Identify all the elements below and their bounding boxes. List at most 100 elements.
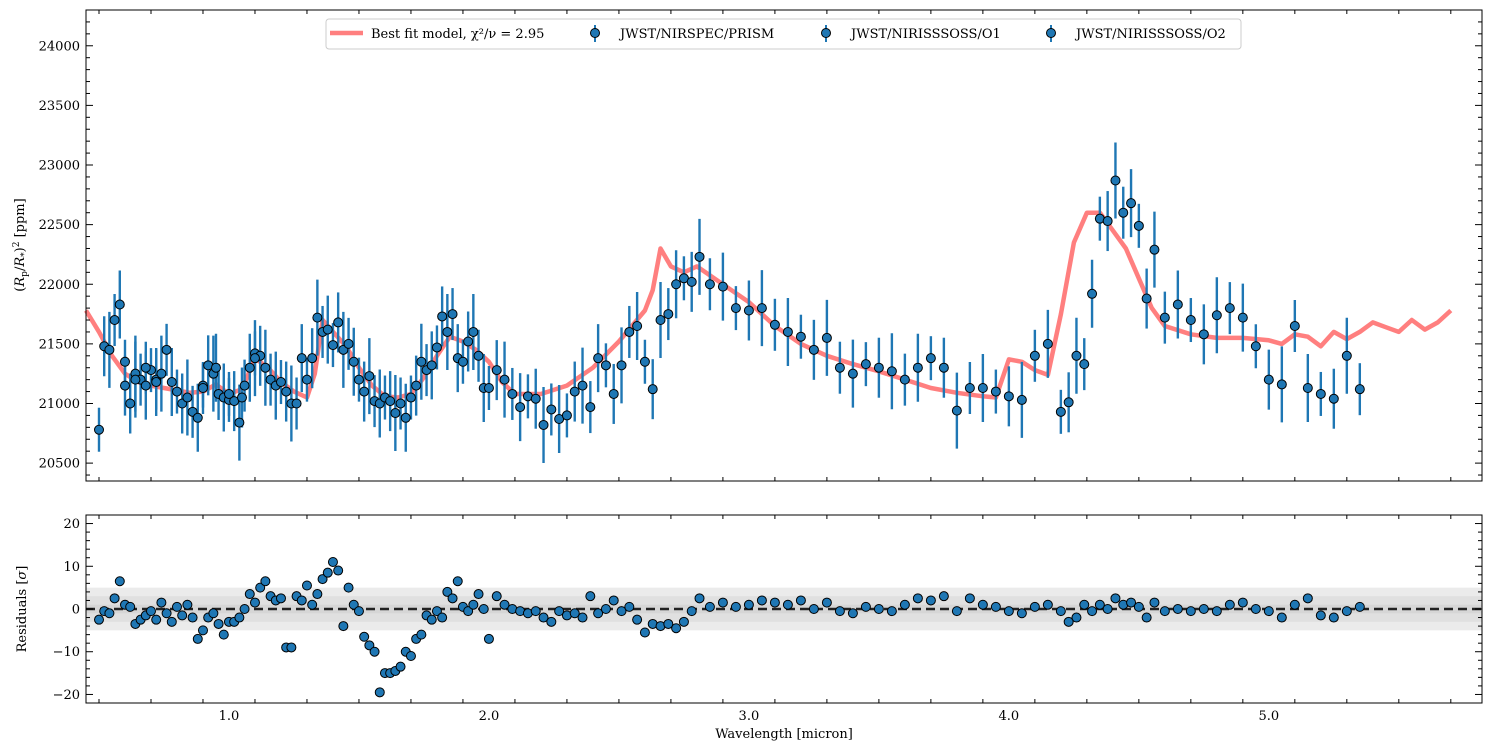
residual-point: [951, 606, 962, 617]
spectrum-y-axis-label: (Rp/R*)2 [ppm]: [12, 198, 30, 291]
residual-point: [1159, 606, 1170, 617]
data-point: [171, 386, 182, 397]
data-point: [385, 396, 396, 407]
residual-point: [197, 625, 208, 636]
residual-point: [1250, 604, 1261, 614]
data-point: [694, 251, 705, 262]
residual-point: [499, 599, 510, 610]
residual-point: [782, 599, 793, 610]
residual-point: [600, 604, 611, 614]
residual-point: [886, 606, 897, 617]
data-point: [515, 402, 526, 413]
residual-point: [416, 629, 427, 640]
data-point: [1087, 288, 1098, 299]
data-point: [1237, 312, 1248, 323]
residual-point: [171, 601, 182, 612]
data-point: [473, 350, 484, 361]
data-point: [353, 374, 364, 385]
data-point: [632, 320, 643, 331]
residual-point: [569, 608, 580, 619]
data-point: [260, 362, 271, 373]
legend-o2-label: JWST/NIRISSSOSS/O2: [1074, 27, 1226, 42]
data-point: [585, 402, 596, 413]
data-point: [639, 356, 650, 367]
data-point: [499, 374, 510, 385]
residual-point: [442, 586, 453, 597]
residual-point: [1042, 599, 1053, 610]
data-point: [1079, 359, 1090, 370]
data-point: [1198, 329, 1209, 340]
residual-point: [860, 601, 871, 612]
x-axis-label: Wavelength [micron]: [715, 727, 853, 742]
data-point: [1289, 320, 1300, 331]
data-point: [671, 279, 682, 290]
data-point: [769, 319, 780, 330]
residual-point: [990, 601, 1001, 612]
residual-point: [1263, 606, 1274, 617]
y-tick-label: 20500: [39, 457, 80, 472]
residuals-y-axis-label: Residuals [σ]: [15, 566, 30, 653]
residual-point: [769, 597, 780, 608]
legend-o2-marker: [1046, 28, 1056, 38]
residual-point: [275, 593, 286, 604]
residual-point: [1289, 599, 1300, 610]
residual-point: [678, 616, 689, 627]
residual-point: [1341, 606, 1352, 617]
residual-point: [395, 661, 406, 672]
residual-point: [1094, 599, 1105, 610]
residual-point: [369, 646, 380, 657]
residual-point: [1224, 599, 1235, 610]
data-point: [244, 362, 255, 373]
residuals-ticks: 1.0 2.0 3.0 4.0 5.0 −20 −10 0 10 20: [53, 514, 1482, 724]
residual-point: [632, 614, 643, 625]
data-point: [359, 386, 370, 397]
residual-point: [977, 599, 988, 610]
legend-box: [325, 18, 1242, 50]
data-point: [411, 380, 422, 391]
residual-point: [1141, 612, 1152, 623]
data-point: [210, 362, 221, 373]
data-point: [431, 342, 442, 353]
residual-point: [1172, 604, 1183, 614]
data-point: [834, 362, 845, 373]
data-point: [1315, 388, 1326, 399]
legend-prism-marker: [590, 28, 600, 38]
y-tick-label: 22500: [39, 218, 80, 233]
data-point: [468, 326, 479, 337]
residual-point: [538, 612, 549, 623]
data-point: [400, 412, 411, 423]
data-point: [1055, 406, 1066, 417]
residual-point: [192, 633, 203, 644]
data-point: [1224, 303, 1235, 314]
data-point: [249, 353, 260, 364]
residual-point: [1102, 604, 1113, 614]
data-point: [93, 424, 104, 435]
residual-point: [327, 557, 338, 567]
data-point: [223, 388, 234, 399]
data-point: [301, 374, 312, 385]
residual-point: [1198, 604, 1209, 614]
residual-point: [364, 640, 375, 651]
data-point: [600, 360, 611, 371]
residual-point: [218, 629, 229, 640]
residual-point: [312, 589, 323, 600]
residual-point: [478, 604, 489, 614]
sigma-band: [86, 604, 1482, 614]
residual-point: [795, 595, 806, 606]
y-tick-label: 10: [63, 560, 80, 575]
y-tick-label: 0: [72, 603, 80, 618]
data-point: [647, 384, 658, 395]
residual-point: [260, 576, 271, 587]
residual-point: [1110, 593, 1121, 604]
data-point: [808, 344, 819, 355]
data-point: [447, 309, 458, 320]
data-point: [538, 419, 549, 430]
residual-point: [1003, 606, 1014, 617]
spectrum-ticks: 20500 21000 21500 22000 22500 23000 23500 24000: [39, 9, 1482, 481]
data-point: [140, 380, 151, 391]
data-point: [1118, 207, 1129, 218]
residual-point: [249, 597, 260, 608]
data-point: [161, 344, 172, 355]
residual-point: [125, 601, 136, 612]
data-point: [197, 382, 208, 393]
